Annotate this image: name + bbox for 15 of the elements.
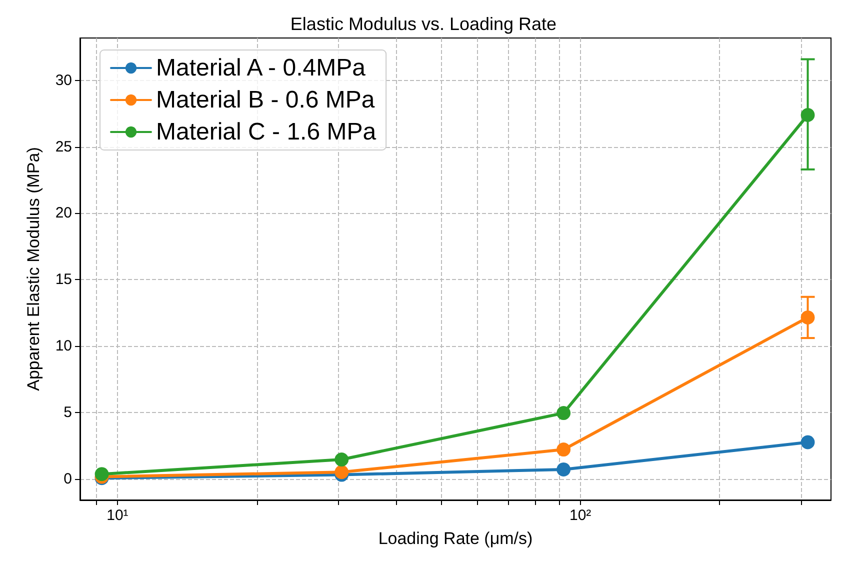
- y-axis-title: Apparent Elastic Modulus (MPa): [24, 147, 43, 391]
- legend-label: Material B - 0.6 MPa: [156, 86, 376, 114]
- legend-label: Material A - 0.4MPa: [156, 54, 366, 82]
- x-tick-label: 10¹: [106, 507, 128, 524]
- y-tick-label: 15: [55, 271, 72, 288]
- x-axis-title: Loading Rate (μm/s): [378, 529, 533, 548]
- y-tick-label: 30: [55, 72, 72, 89]
- x-tick-label: 10²: [569, 507, 592, 524]
- y-tick-label: 25: [55, 138, 72, 156]
- y-tick-label: 0: [64, 470, 72, 488]
- legend-label: Material C - 1.6 MPa: [156, 118, 377, 146]
- chart-title: Elastic Modulus vs. Loading Rate: [290, 14, 557, 34]
- y-tick-label: 10: [55, 338, 72, 354]
- y-tick-label: 5: [64, 404, 72, 421]
- y-tick-label: 20: [55, 204, 72, 222]
